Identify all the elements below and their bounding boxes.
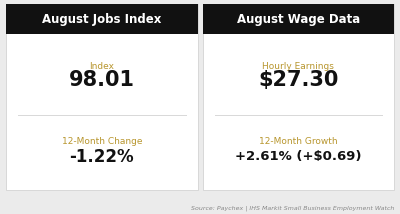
Text: 12-Month Change: 12-Month Change	[62, 137, 142, 146]
Text: Hourly Earnings: Hourly Earnings	[262, 62, 334, 71]
Text: Index: Index	[89, 62, 114, 71]
Text: 98.01: 98.01	[69, 70, 135, 90]
Text: August Jobs Index: August Jobs Index	[42, 12, 162, 25]
Text: Source: Paychex | IHS Markit Small Business Employment Watch: Source: Paychex | IHS Markit Small Busin…	[191, 205, 394, 211]
Bar	[202, 4, 394, 190]
Bar	[6, 4, 198, 34]
Text: August Wage Data: August Wage Data	[237, 12, 360, 25]
Text: 12-Month Growth: 12-Month Growth	[259, 137, 338, 146]
Text: -1.22%: -1.22%	[70, 148, 134, 166]
Bar	[202, 4, 394, 34]
Bar	[6, 4, 198, 190]
Text: +2.61% (+$0.69): +2.61% (+$0.69)	[235, 150, 362, 163]
Text: $27.30: $27.30	[258, 70, 338, 90]
